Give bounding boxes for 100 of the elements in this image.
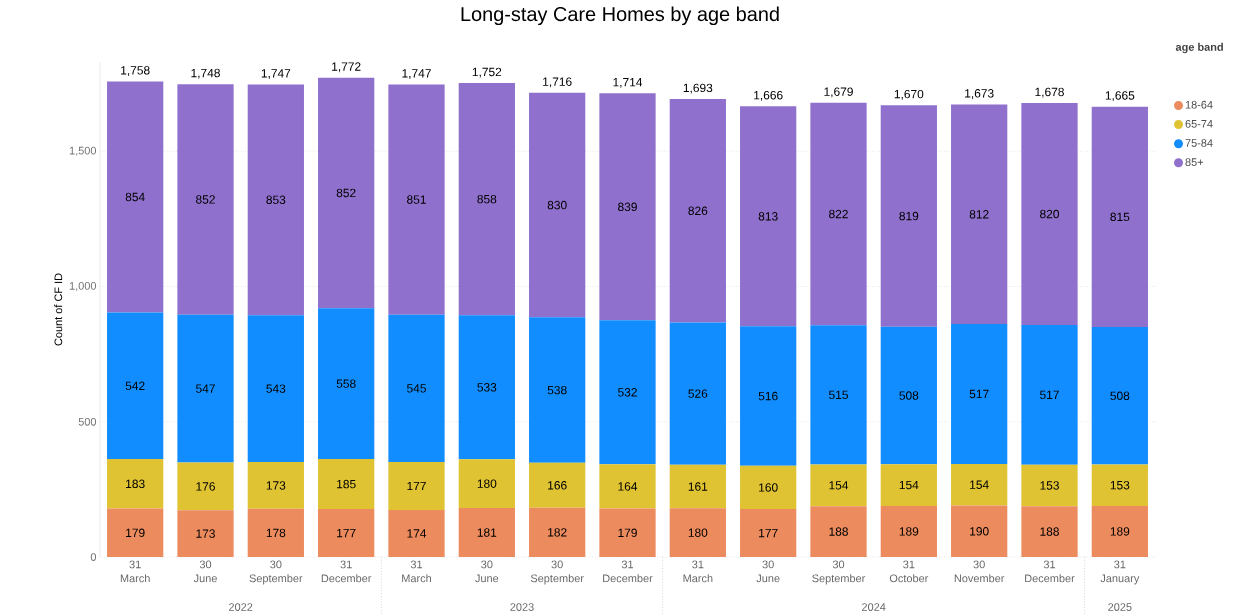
chart-title: Long-stay Care Homes by age band xyxy=(461,6,779,26)
data-label: 179 xyxy=(618,528,637,538)
bar xyxy=(1021,103,1078,325)
bar xyxy=(247,508,304,557)
data-label: 545 xyxy=(407,384,426,393)
data-label: 179 xyxy=(126,528,145,538)
bar xyxy=(1091,464,1148,506)
bar xyxy=(458,315,515,460)
legend-label: 18-64 xyxy=(1185,100,1213,109)
data-label: 826 xyxy=(688,206,708,215)
data-label: 815 xyxy=(1110,212,1130,222)
legend-label: 65-74 xyxy=(1185,119,1213,128)
data-label: 853 xyxy=(266,195,286,205)
text: 2025 xyxy=(1108,603,1132,611)
bar xyxy=(177,462,234,511)
total-label: 1,752 xyxy=(472,67,502,78)
data-label: 190 xyxy=(970,527,989,536)
x-tick-label: 31 December xyxy=(321,560,372,583)
bar xyxy=(529,317,586,463)
bar xyxy=(810,325,867,465)
x-tick-label: 31 January xyxy=(1100,560,1140,585)
total-label: 1,679 xyxy=(824,87,853,98)
bar xyxy=(458,459,515,509)
data-label: 160 xyxy=(759,483,778,492)
bar xyxy=(1091,327,1148,465)
data-label: 839 xyxy=(618,202,637,212)
data-label: 516 xyxy=(758,391,778,401)
total-label: 1,772 xyxy=(332,62,361,73)
bar xyxy=(247,315,304,463)
data-label: 852 xyxy=(336,188,356,198)
total-label: 1,747 xyxy=(261,69,291,79)
data-label: 547 xyxy=(196,384,215,393)
data-label: 819 xyxy=(899,211,919,221)
x-tick-label: 30 June xyxy=(475,560,499,583)
bar xyxy=(107,81,164,313)
data-label: 508 xyxy=(899,391,919,400)
data-label: 526 xyxy=(688,389,708,398)
data-label: 851 xyxy=(407,195,426,204)
data-label: 177 xyxy=(337,528,356,538)
total-label: 1,716 xyxy=(543,77,572,88)
data-label: 812 xyxy=(969,210,989,219)
x-tick-label: 31 December xyxy=(1025,560,1075,583)
x-tick-label: 30 November xyxy=(954,560,1005,583)
data-label: 181 xyxy=(477,528,497,537)
bar xyxy=(669,322,726,465)
x-tick-label: 31 March xyxy=(683,560,713,583)
bar xyxy=(951,104,1008,325)
data-label: 183 xyxy=(126,479,145,489)
bar xyxy=(951,324,1008,464)
data-label: 558 xyxy=(336,379,356,388)
bar xyxy=(529,462,586,508)
x-tick-label: 31 October xyxy=(889,560,929,583)
data-label: 533 xyxy=(477,383,497,392)
data-label: 517 xyxy=(1040,390,1059,399)
total-label: 1,758 xyxy=(121,66,150,76)
bar xyxy=(740,465,797,510)
data-label: 177 xyxy=(407,481,426,491)
total-label: 1,673 xyxy=(965,89,994,99)
bar xyxy=(1021,324,1078,465)
total-label: 1,747 xyxy=(402,69,431,79)
bar xyxy=(107,508,164,557)
bar xyxy=(880,505,937,557)
data-label: 517 xyxy=(969,389,989,399)
bar xyxy=(669,508,726,557)
x-tick-label: 31 December xyxy=(603,560,653,583)
data-label: 154 xyxy=(899,480,919,490)
data-label: 189 xyxy=(1110,527,1130,536)
bar xyxy=(951,505,1008,557)
data-label: 858 xyxy=(477,194,497,204)
bar xyxy=(529,92,586,318)
legend-label: 85+ xyxy=(1185,158,1204,166)
legend-label: 75-84 xyxy=(1185,139,1213,147)
text: 2022 xyxy=(229,603,253,611)
x-tick-label: 31 March xyxy=(120,560,150,583)
data-label: 166 xyxy=(548,481,567,490)
bar xyxy=(669,464,726,509)
data-label: 173 xyxy=(196,529,215,538)
y-tick-label: 500 xyxy=(78,417,97,426)
bar xyxy=(177,314,234,463)
bar xyxy=(810,506,867,557)
data-label: 508 xyxy=(1110,391,1130,401)
data-label: 822 xyxy=(829,209,848,219)
bar xyxy=(599,508,656,557)
bar xyxy=(880,464,937,506)
bar xyxy=(669,99,726,323)
bar xyxy=(1021,464,1078,507)
x-tick-label: 30 September xyxy=(812,560,866,585)
data-label: 820 xyxy=(1040,209,1060,219)
y-tick-label: 1,000 xyxy=(69,281,97,292)
data-label: 189 xyxy=(899,527,919,536)
data-label: 830 xyxy=(547,200,567,210)
data-label: 174 xyxy=(407,529,427,538)
bar xyxy=(318,509,375,557)
data-label: 515 xyxy=(829,390,848,399)
bar xyxy=(740,106,797,327)
data-label: 538 xyxy=(547,385,567,395)
data-label: 161 xyxy=(688,482,708,491)
total-label: 1,670 xyxy=(894,89,924,100)
bar xyxy=(318,77,375,309)
bar xyxy=(1091,106,1148,328)
